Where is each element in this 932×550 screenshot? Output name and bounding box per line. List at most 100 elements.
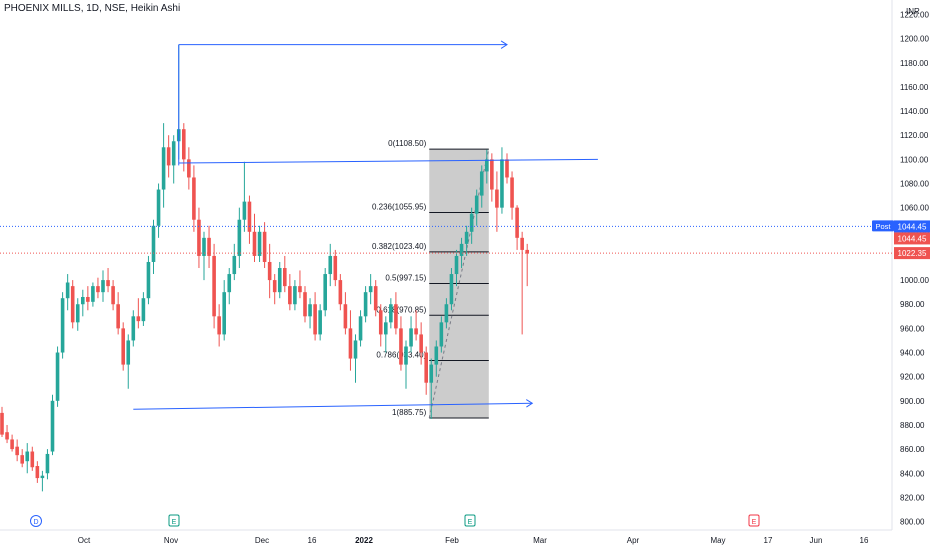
candle-body[interactable] — [444, 304, 449, 323]
candle-body[interactable] — [75, 304, 80, 323]
candle-body[interactable] — [378, 310, 383, 335]
candle-body[interactable] — [91, 286, 95, 302]
candle-body[interactable] — [136, 316, 141, 322]
candle-body[interactable] — [338, 280, 343, 305]
candle-body[interactable] — [449, 274, 454, 305]
candle-body[interactable] — [146, 261, 151, 299]
candle-body[interactable] — [187, 159, 191, 178]
candle-body[interactable] — [182, 129, 186, 160]
candle-body[interactable] — [101, 280, 105, 293]
candle-body[interactable] — [20, 455, 24, 464]
candle-body[interactable] — [30, 451, 35, 468]
candle-body[interactable] — [399, 328, 403, 365]
candle-body[interactable] — [328, 255, 333, 275]
candle-body[interactable] — [505, 159, 509, 178]
candle-body[interactable] — [25, 451, 30, 462]
candle-body[interactable] — [121, 328, 125, 365]
earnings-marker[interactable] — [464, 514, 476, 527]
candle-body[interactable] — [495, 189, 499, 208]
candle-body[interactable] — [65, 282, 70, 299]
candle-body[interactable] — [424, 352, 428, 383]
candle-body[interactable] — [439, 322, 444, 347]
candle-body[interactable] — [293, 286, 297, 305]
candle-body[interactable] — [520, 237, 524, 250]
candle-body[interactable] — [272, 280, 277, 293]
candle-body[interactable] — [96, 286, 100, 293]
candle-body[interactable] — [222, 292, 226, 335]
candle-body[interactable] — [409, 328, 413, 347]
candle-body[interactable] — [40, 475, 45, 479]
candle-body[interactable] — [50, 400, 55, 452]
candle-body[interactable] — [323, 274, 327, 311]
candle-body[interactable] — [161, 147, 166, 190]
candle-body[interactable] — [151, 225, 156, 262]
candle-body[interactable] — [485, 159, 489, 172]
candle-body[interactable] — [288, 286, 292, 305]
candle-body[interactable] — [166, 147, 171, 166]
candle-body[interactable] — [389, 304, 393, 323]
candle-body[interactable] — [156, 189, 161, 226]
candle-body[interactable] — [70, 286, 75, 323]
candle-body[interactable] — [207, 237, 211, 256]
candle-body[interactable] — [358, 316, 363, 341]
candle-body[interactable] — [0, 412, 4, 435]
candle-body[interactable] — [217, 316, 221, 335]
candle-body[interactable] — [192, 177, 196, 220]
candle-body[interactable] — [479, 171, 484, 196]
candle-body[interactable] — [277, 268, 282, 293]
candle-body[interactable] — [35, 466, 40, 479]
candle-body[interactable] — [525, 249, 529, 254]
candle-body[interactable] — [318, 310, 322, 335]
candle-body[interactable] — [384, 322, 388, 335]
candle-body[interactable] — [419, 334, 423, 353]
candle-body[interactable] — [510, 177, 514, 208]
price-axis[interactable]: 800.00 820.00 840.00 860.00 880.00 900.00 920.… — [900, 10, 929, 526]
candle-body[interactable] — [303, 292, 307, 317]
candle-body[interactable] — [131, 316, 136, 341]
candle-body[interactable] — [257, 231, 262, 256]
candle-body[interactable] — [227, 274, 232, 293]
candle-body[interactable] — [414, 328, 418, 335]
candle-body[interactable] — [490, 159, 494, 190]
candle-body[interactable] — [81, 296, 85, 305]
candle-body[interactable] — [111, 286, 115, 305]
candle-body[interactable] — [5, 432, 9, 440]
candle-body[interactable] — [252, 231, 257, 256]
candle-body[interactable] — [242, 201, 247, 220]
candle-body[interactable] — [116, 304, 120, 329]
trendline[interactable] — [178, 158, 598, 164]
candle-body[interactable] — [232, 255, 237, 275]
candle-body[interactable] — [313, 304, 317, 335]
candle-body[interactable] — [394, 304, 398, 329]
candle-body[interactable] — [60, 298, 65, 353]
candle-body[interactable] — [429, 364, 434, 383]
candle-body[interactable] — [212, 255, 216, 317]
candles[interactable] — [0, 44, 529, 492]
candle-body[interactable] — [55, 352, 60, 401]
candle-body[interactable] — [86, 296, 90, 302]
candle-body[interactable] — [262, 231, 267, 262]
candle-body[interactable] — [459, 243, 464, 256]
candle-body[interactable] — [333, 255, 338, 281]
candle-body[interactable] — [197, 219, 201, 256]
earnings-marker[interactable] — [748, 514, 760, 527]
candle-body[interactable] — [363, 292, 368, 317]
trendlines[interactable] — [133, 40, 598, 410]
candle-body[interactable] — [343, 304, 348, 329]
candle-body[interactable] — [202, 237, 206, 256]
candle-body[interactable] — [308, 304, 312, 317]
candle-body[interactable] — [267, 261, 272, 281]
earnings-marker[interactable] — [168, 514, 180, 527]
candle-body[interactable] — [141, 298, 146, 322]
candle-body[interactable] — [298, 286, 302, 293]
candle-body[interactable] — [464, 231, 469, 244]
time-axis[interactable]: Oct Nov Dec 16 2022 Feb Mar Apr May 17 Jun 16 — [78, 536, 869, 545]
candle-body[interactable] — [404, 346, 408, 365]
candle-body[interactable] — [515, 207, 519, 238]
candle-body[interactable] — [15, 446, 19, 456]
candle-body[interactable] — [171, 141, 176, 166]
candle-body[interactable] — [373, 286, 378, 311]
candle-body[interactable] — [500, 159, 504, 208]
